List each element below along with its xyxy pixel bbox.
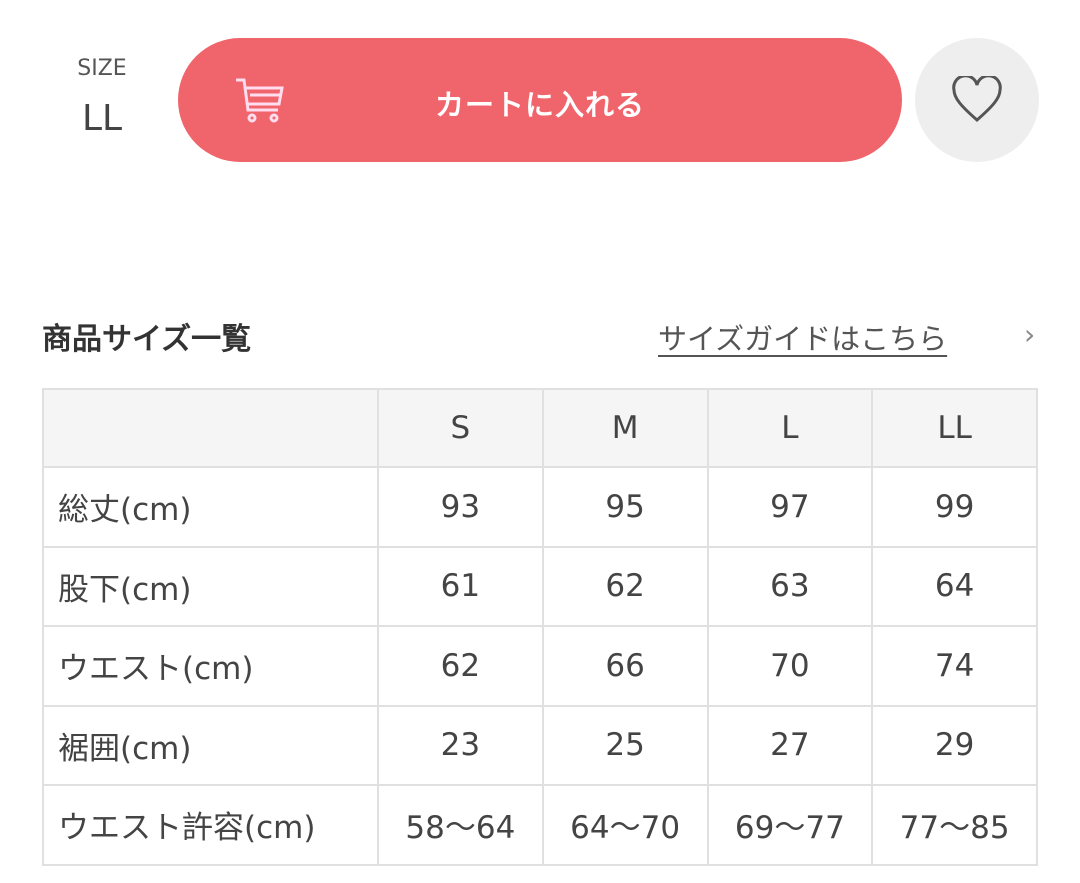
table-row: ウエスト許容(cm) 58〜64 64〜70 69〜77 77〜85: [42, 784, 1038, 866]
table-cell: 70: [706, 625, 874, 707]
size-guide-link[interactable]: サイズガイドはこちら: [658, 322, 948, 356]
size-table: S M L LL 総丈(cm) 93 95 97 99 股下(cm) 61 62…: [42, 388, 1038, 866]
table-cell: 25: [541, 704, 709, 786]
table-cell: 27: [706, 704, 874, 786]
column-header: LL: [871, 388, 1038, 468]
table-cell: 74: [871, 625, 1038, 707]
table-cell: 62: [541, 545, 709, 627]
table-header-row: S M L LL: [42, 388, 1038, 468]
table-cell: 23: [377, 704, 544, 786]
column-header: [42, 388, 379, 468]
table-row: 総丈(cm) 93 95 97 99: [42, 466, 1038, 548]
column-header: S: [377, 388, 544, 468]
table-cell: 69〜77: [706, 784, 874, 866]
table-cell: 58〜64: [377, 784, 544, 866]
column-header: M: [541, 388, 709, 468]
table-row: ウエスト(cm) 62 66 70 74: [42, 625, 1038, 707]
row-label: 総丈(cm): [42, 466, 379, 548]
row-label: 股下(cm): [42, 545, 379, 627]
row-label: ウエスト許容(cm): [42, 784, 379, 866]
table-row: 裾囲(cm) 23 25 27 29: [42, 704, 1038, 786]
table-cell: 95: [541, 466, 709, 548]
add-to-cart-label: カートに入れる: [434, 90, 645, 122]
section-title: 商品サイズ一覧: [42, 322, 252, 357]
table-cell: 61: [377, 545, 544, 627]
row-label: ウエスト(cm): [42, 625, 379, 707]
chevron-right-icon[interactable]: ›: [1024, 318, 1036, 351]
table-row: 股下(cm) 61 62 63 64: [42, 545, 1038, 627]
table-cell: 77〜85: [871, 784, 1038, 866]
add-to-cart-button[interactable]: カートに入れる: [178, 38, 902, 162]
table-cell: 93: [377, 466, 544, 548]
table-cell: 63: [706, 545, 874, 627]
favorite-button[interactable]: [915, 38, 1039, 162]
size-label: SIZE: [77, 56, 127, 81]
table-cell: 64: [871, 545, 1038, 627]
table-cell: 97: [706, 466, 874, 548]
heart-icon: [952, 76, 1002, 122]
column-header: L: [706, 388, 874, 468]
table-cell: 66: [541, 625, 709, 707]
cart-icon: [236, 78, 284, 123]
row-label: 裾囲(cm): [42, 704, 379, 786]
table-cell: 99: [871, 466, 1038, 548]
table-cell: 62: [377, 625, 544, 707]
table-cell: 64〜70: [541, 784, 709, 866]
selected-size[interactable]: LL: [81, 98, 123, 139]
table-cell: 29: [871, 704, 1038, 786]
